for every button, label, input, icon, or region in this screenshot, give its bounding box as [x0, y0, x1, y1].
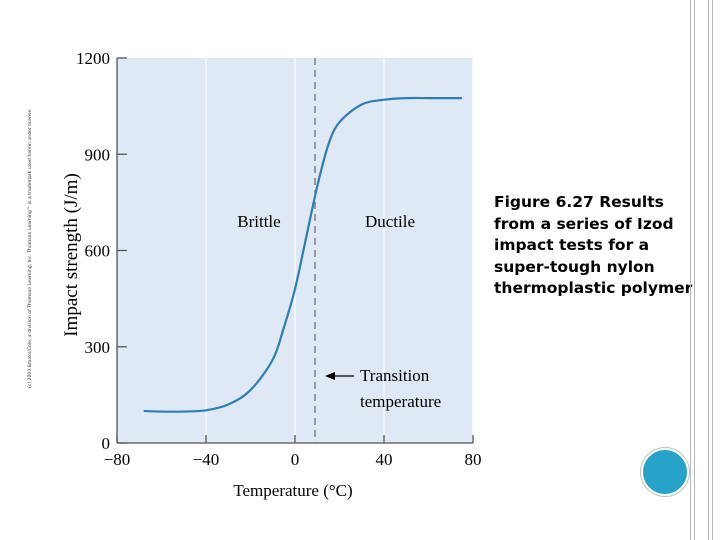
axes — [116, 57, 474, 444]
decorative-line-2 — [694, 0, 695, 540]
impact-strength-curve — [143, 96, 462, 413]
figure-caption: Figure 6.27 Results from a series of Izo… — [494, 193, 693, 297]
decorative-line-4 — [712, 0, 713, 540]
decorative-line-3 — [708, 0, 709, 540]
x-tick-labels: −80 −40 0 40 80 — [104, 450, 482, 469]
y-tick-label: 0 — [102, 434, 111, 453]
decorative-line-1 — [690, 0, 691, 540]
gridlines — [205, 58, 474, 443]
transition-label-line2: temperature — [360, 392, 441, 411]
y-tick-labels: 0 300 600 900 1200 — [76, 49, 110, 453]
transition-label-line1: Transition — [360, 366, 430, 385]
y-tick-label: 300 — [85, 338, 111, 357]
y-tick-label: 1200 — [76, 49, 110, 68]
transition-arrowhead — [325, 372, 335, 380]
y-tick-label: 600 — [85, 242, 111, 261]
y-axis-label: Impact strength (J/m) — [61, 173, 82, 337]
brittle-label: Brittle — [237, 212, 280, 231]
x-tick-label: −80 — [104, 450, 131, 469]
x-tick-label: 80 — [465, 450, 482, 469]
ductile-label: Ductile — [365, 212, 415, 231]
x-tick-label: −40 — [193, 450, 220, 469]
decorative-circle — [641, 448, 689, 496]
x-axis-label: Temperature (°C) — [233, 481, 352, 500]
x-tick-label: 40 — [376, 450, 393, 469]
y-tick-label: 900 — [85, 145, 111, 164]
x-tick-label: 0 — [291, 450, 300, 469]
